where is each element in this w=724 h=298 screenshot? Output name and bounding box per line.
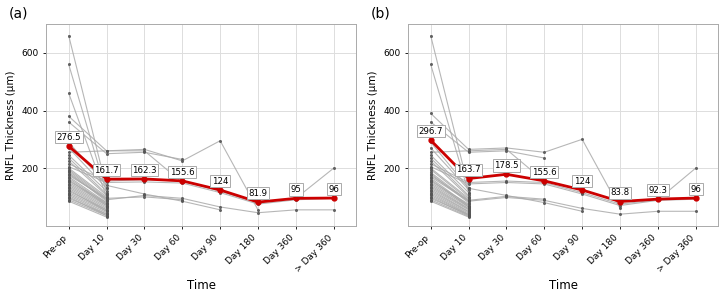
Text: 163.7: 163.7 (456, 165, 481, 174)
Text: 124: 124 (574, 177, 590, 186)
Text: 81.9: 81.9 (248, 189, 267, 198)
Text: 96: 96 (328, 185, 339, 194)
Text: (b): (b) (371, 6, 390, 20)
Text: 178.5: 178.5 (494, 161, 519, 170)
Y-axis label: RNFL Thickness (μm): RNFL Thickness (μm) (6, 70, 15, 180)
Text: 83.8: 83.8 (610, 188, 630, 197)
X-axis label: Time: Time (549, 280, 578, 292)
Text: 161.7: 161.7 (94, 166, 119, 175)
Text: (a): (a) (9, 6, 28, 20)
Y-axis label: RNFL Thickness (μm): RNFL Thickness (μm) (368, 70, 377, 180)
Text: 162.3: 162.3 (132, 166, 157, 175)
Text: 155.6: 155.6 (532, 167, 557, 176)
Text: 92.3: 92.3 (649, 186, 668, 195)
Text: 95: 95 (290, 185, 301, 194)
Text: 124: 124 (212, 177, 228, 186)
Text: 96: 96 (690, 185, 701, 194)
Text: 276.5: 276.5 (56, 133, 81, 142)
Text: 296.7: 296.7 (418, 127, 443, 136)
X-axis label: Time: Time (187, 280, 216, 292)
Text: 155.6: 155.6 (170, 167, 195, 176)
